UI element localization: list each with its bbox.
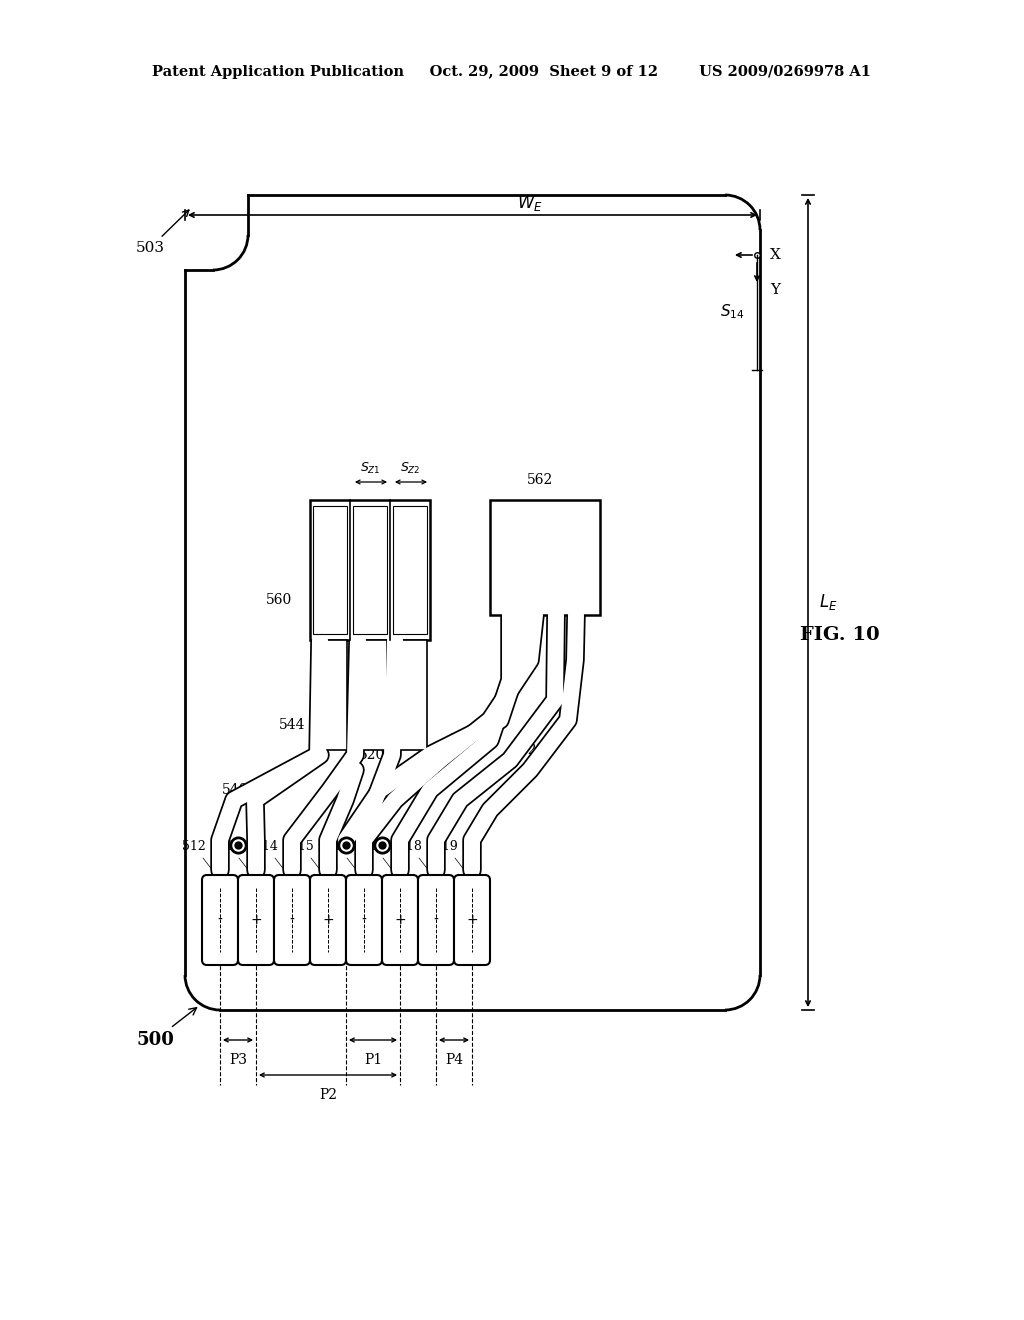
Text: +: + bbox=[466, 913, 478, 927]
Text: +: + bbox=[250, 913, 262, 927]
Text: 545: 545 bbox=[356, 678, 383, 692]
Text: FIG. 10: FIG. 10 bbox=[800, 626, 880, 644]
Bar bbox=[313, 506, 347, 634]
Text: 520: 520 bbox=[358, 748, 385, 762]
FancyBboxPatch shape bbox=[454, 875, 490, 965]
Text: $S_{Z1}$: $S_{Z1}$ bbox=[359, 461, 380, 475]
Text: 517: 517 bbox=[362, 840, 398, 878]
Text: 540: 540 bbox=[221, 783, 248, 797]
FancyBboxPatch shape bbox=[418, 875, 454, 965]
Bar bbox=[490, 500, 600, 615]
FancyBboxPatch shape bbox=[274, 875, 310, 965]
Text: 515: 515 bbox=[290, 840, 327, 878]
Text: -: - bbox=[217, 913, 222, 927]
Text: 519: 519 bbox=[434, 840, 470, 878]
Text: 500: 500 bbox=[136, 1007, 197, 1049]
Text: $S_{Z2}$: $S_{Z2}$ bbox=[399, 461, 420, 475]
Text: X: X bbox=[770, 248, 781, 261]
Text: 514: 514 bbox=[254, 840, 290, 878]
Text: 562: 562 bbox=[527, 473, 553, 487]
Text: P4: P4 bbox=[445, 1053, 463, 1067]
Text: -: - bbox=[290, 913, 295, 927]
Text: 546: 546 bbox=[397, 678, 423, 692]
Text: 513: 513 bbox=[218, 840, 254, 878]
Text: 541: 541 bbox=[284, 763, 310, 777]
Bar bbox=[310, 500, 430, 640]
Text: 521: 521 bbox=[450, 733, 476, 747]
Bar bbox=[353, 506, 387, 634]
Text: P1: P1 bbox=[364, 1053, 382, 1067]
Bar bbox=[393, 640, 427, 750]
Text: $L_E$: $L_E$ bbox=[819, 591, 838, 612]
Text: P2: P2 bbox=[319, 1088, 337, 1102]
Text: 522: 522 bbox=[520, 743, 546, 756]
Bar bbox=[393, 506, 427, 634]
FancyBboxPatch shape bbox=[238, 875, 274, 965]
Text: $S_{14}$: $S_{14}$ bbox=[721, 302, 745, 321]
Text: +: + bbox=[394, 913, 406, 927]
Bar bbox=[313, 640, 347, 750]
Text: $W_E$: $W_E$ bbox=[517, 193, 543, 213]
FancyBboxPatch shape bbox=[310, 875, 346, 965]
Text: 544: 544 bbox=[279, 718, 305, 733]
Text: +: + bbox=[323, 913, 334, 927]
FancyBboxPatch shape bbox=[346, 875, 382, 965]
Text: 512: 512 bbox=[182, 840, 218, 878]
FancyBboxPatch shape bbox=[202, 875, 238, 965]
Text: 518: 518 bbox=[398, 840, 434, 878]
Text: 560: 560 bbox=[266, 593, 292, 607]
Text: -: - bbox=[361, 913, 367, 927]
Text: P3: P3 bbox=[229, 1053, 247, 1067]
Text: 542: 542 bbox=[400, 729, 426, 742]
Bar bbox=[353, 640, 387, 750]
Text: Patent Application Publication     Oct. 29, 2009  Sheet 9 of 12        US 2009/0: Patent Application Publication Oct. 29, … bbox=[153, 65, 871, 79]
Text: -: - bbox=[433, 913, 438, 927]
FancyBboxPatch shape bbox=[382, 875, 418, 965]
Text: Y: Y bbox=[770, 282, 780, 297]
Text: 516: 516 bbox=[326, 840, 362, 878]
Text: 503: 503 bbox=[135, 210, 188, 255]
